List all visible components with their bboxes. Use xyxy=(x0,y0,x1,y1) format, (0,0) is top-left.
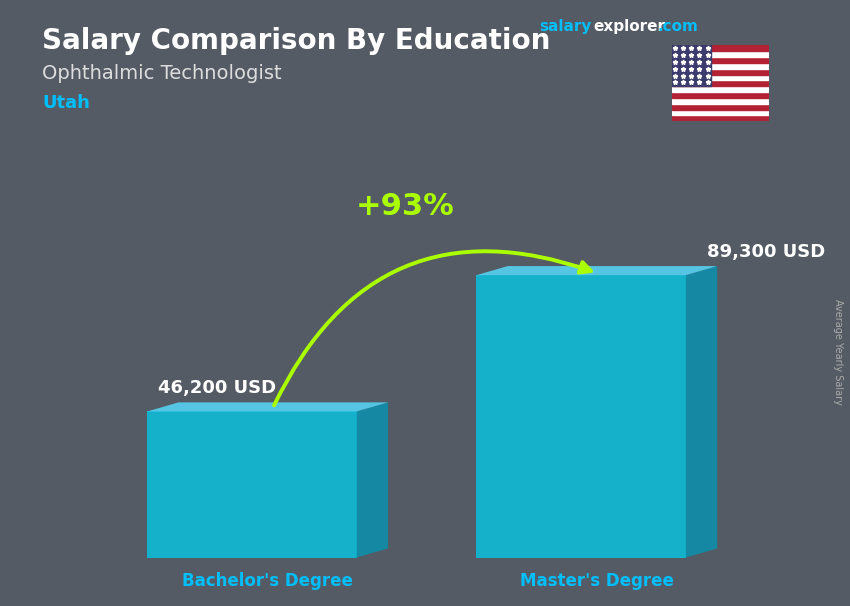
Bar xyxy=(672,104,769,110)
Polygon shape xyxy=(476,275,686,558)
Text: 89,300 USD: 89,300 USD xyxy=(706,242,825,261)
Bar xyxy=(672,98,769,104)
Bar xyxy=(672,45,769,52)
Polygon shape xyxy=(147,411,357,558)
Text: 46,200 USD: 46,200 USD xyxy=(158,379,275,397)
Text: Average Yearly Salary: Average Yearly Salary xyxy=(833,299,843,404)
Bar xyxy=(672,92,769,98)
Polygon shape xyxy=(147,402,388,411)
Text: Bachelor's Degree: Bachelor's Degree xyxy=(182,572,353,590)
Text: .com: .com xyxy=(657,19,698,35)
FancyArrowPatch shape xyxy=(274,251,591,405)
Text: +93%: +93% xyxy=(356,191,455,221)
Bar xyxy=(672,57,769,63)
Bar xyxy=(672,110,769,115)
Bar xyxy=(672,86,769,92)
Text: salary: salary xyxy=(540,19,592,35)
Text: Master's Degree: Master's Degree xyxy=(520,572,674,590)
Polygon shape xyxy=(476,266,717,275)
Bar xyxy=(672,68,769,75)
Bar xyxy=(672,63,769,68)
Text: explorer: explorer xyxy=(593,19,666,35)
Text: Salary Comparison By Education: Salary Comparison By Education xyxy=(42,27,551,55)
Text: Ophthalmic Technologist: Ophthalmic Technologist xyxy=(42,64,282,82)
Bar xyxy=(672,81,769,86)
Polygon shape xyxy=(357,402,388,558)
Polygon shape xyxy=(686,266,717,558)
Bar xyxy=(672,45,711,86)
Bar xyxy=(672,115,769,121)
Text: Utah: Utah xyxy=(42,94,90,112)
Bar xyxy=(672,75,769,81)
Bar xyxy=(672,52,769,57)
